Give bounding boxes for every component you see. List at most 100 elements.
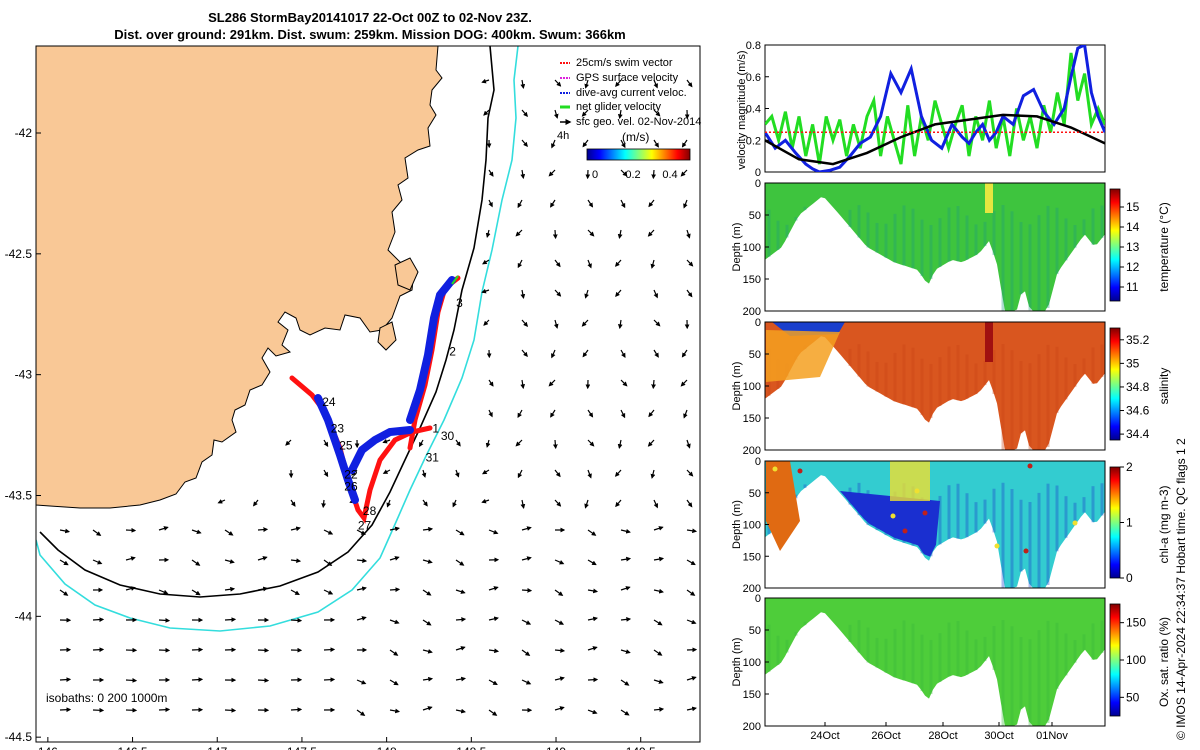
low-chl-patch <box>840 491 940 557</box>
depth-tick-label: 0 <box>755 456 761 468</box>
current-arrow <box>257 527 269 532</box>
current-arrow <box>551 349 556 359</box>
current-arrow <box>653 707 665 712</box>
velocity-series-line <box>765 45 1105 172</box>
current-arrow <box>389 526 401 532</box>
current-arrow <box>517 199 523 209</box>
current-arrow <box>554 706 565 711</box>
section-panel-temperature: 0 50 100 150 200 Depth (m) 11 12 13 14 15 temperatu… <box>731 178 1171 318</box>
velocity-colorbar <box>586 148 691 161</box>
legend-swim-vector: 25cm/s swim vector <box>576 57 673 69</box>
section-fill <box>765 322 1105 450</box>
current-arrow <box>455 559 465 566</box>
current-arrow <box>382 469 391 474</box>
current-arrow <box>581 109 589 117</box>
current-arrow <box>653 649 663 656</box>
track-label: 1 <box>432 422 439 436</box>
current-arrow <box>680 379 688 387</box>
current-arrow <box>521 319 529 327</box>
current-arrow <box>680 169 688 177</box>
current-arrow <box>620 139 626 149</box>
isobath-1000 <box>36 46 519 632</box>
velocity-y-tick-label: 0.8 <box>746 40 761 52</box>
current-arrow <box>554 676 565 682</box>
current-arrow <box>584 79 590 89</box>
current-arrow <box>686 499 693 508</box>
track-label: 25 <box>339 439 353 453</box>
current-arrow <box>554 619 565 625</box>
current-arrow <box>554 79 562 87</box>
current-arrow <box>158 618 171 623</box>
current-arrow <box>686 439 691 449</box>
current-arrow <box>125 678 138 683</box>
depth-tick-label: 100 <box>743 657 761 669</box>
chl-sample-point <box>922 510 928 516</box>
current-arrow <box>520 499 526 510</box>
velocity-series-line <box>765 113 1105 166</box>
current-arrow <box>488 679 498 686</box>
current-arrow <box>521 349 528 358</box>
current-arrow <box>125 556 136 561</box>
current-arrow <box>483 109 490 116</box>
current-arrow <box>356 586 367 592</box>
current-arrow <box>620 199 626 209</box>
current-arrow <box>650 259 656 269</box>
chl-sample-point <box>772 466 778 472</box>
current-arrow <box>614 259 622 267</box>
current-arrow <box>554 469 561 478</box>
current-arrow <box>59 559 69 566</box>
chl-sample-point <box>1027 463 1033 469</box>
section-colorbar <box>1109 327 1121 441</box>
depth-tick-label: 100 <box>743 381 761 393</box>
legend-gps-surface: GPS surface velocity <box>576 72 679 84</box>
legend-net-velocity: net glider velocity <box>576 101 661 113</box>
current-arrow <box>683 199 688 209</box>
current-arrow <box>587 529 597 536</box>
island <box>394 257 419 291</box>
current-arrow <box>581 319 589 327</box>
section-colorbar <box>1109 188 1121 302</box>
colorbar-tick-label: 13 <box>1126 240 1140 254</box>
current-arrow <box>488 648 500 654</box>
current-arrow <box>59 528 71 534</box>
map-x-tick-label: 147 <box>207 745 227 750</box>
current-arrow <box>617 439 623 450</box>
current-arrow <box>587 469 592 479</box>
current-arrow <box>421 469 427 478</box>
depth-tick-label: 50 <box>749 625 761 637</box>
current-arrow <box>553 109 559 119</box>
current-arrow <box>422 589 432 596</box>
depth-axis-label: Depth (m) <box>731 362 743 411</box>
current-arrow <box>158 707 171 713</box>
current-arrow <box>59 677 72 682</box>
current-arrow <box>515 229 523 237</box>
current-arrow <box>389 649 399 656</box>
current-arrow <box>356 709 366 716</box>
chl-sample-point <box>1023 548 1029 554</box>
current-arrow <box>653 319 661 327</box>
current-arrow <box>224 559 235 564</box>
chart-title-line2: Dist. over ground: 291km. Dist. swum: 25… <box>114 27 626 42</box>
current-arrow <box>191 589 201 596</box>
current-arrow <box>681 349 688 358</box>
current-arrow <box>653 588 664 594</box>
current-arrow <box>389 679 399 686</box>
current-arrow <box>620 556 632 562</box>
current-arrow <box>648 409 655 418</box>
current-arrow <box>191 529 202 535</box>
current-arrow <box>686 559 696 566</box>
current-arrow <box>158 589 169 595</box>
current-arrow <box>59 589 69 596</box>
mid-chl-patch <box>890 461 930 501</box>
depth-tick-label: 50 <box>749 488 761 500</box>
current-arrow <box>257 677 270 683</box>
current-arrow <box>554 589 564 596</box>
current-arrow <box>521 139 528 148</box>
map-x-tick-label: 146.5 <box>118 745 148 750</box>
map-y-tick-label: -43.5 <box>5 489 33 503</box>
current-arrow <box>290 499 296 507</box>
current-arrow <box>517 259 523 269</box>
colorbar-tick-label: 34.8 <box>1126 380 1150 394</box>
section-fill <box>765 598 1105 726</box>
current-arrow <box>615 79 622 88</box>
